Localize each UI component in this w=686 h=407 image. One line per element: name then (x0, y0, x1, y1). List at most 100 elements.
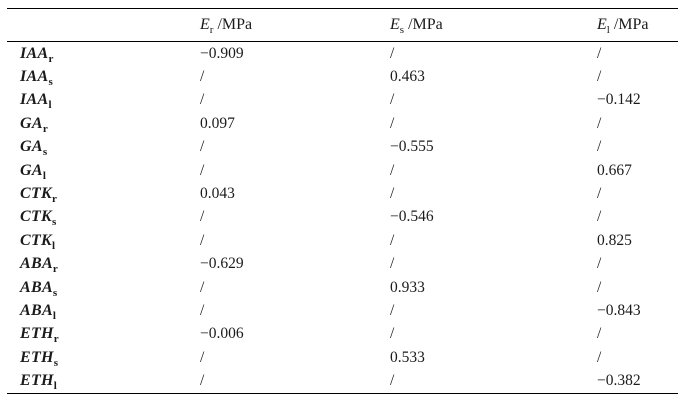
hormone-name: ABA (20, 255, 53, 273)
row-label: CTKr (7, 182, 200, 205)
header-row: Er /MPa Es /MPa El /MPa (7, 9, 678, 42)
modulus-symbol: E (200, 15, 210, 33)
value-cell: / (200, 208, 205, 226)
column-header: Es /MPa (390, 9, 597, 42)
table-row: GAr 0.097 / / (7, 112, 678, 135)
value-cell: / (597, 348, 602, 366)
table-row: ETHs / 0.533 / (7, 346, 678, 369)
hormone-subscript: s (48, 76, 54, 89)
hormone-name: CTK (20, 184, 53, 202)
value-cell: / (200, 67, 205, 85)
value-cell: / (597, 278, 602, 296)
table-row: CTKl / / 0.825 (7, 229, 678, 252)
value-cell: / (390, 255, 395, 273)
table-row: ABAs / 0.933 / (7, 276, 678, 299)
modulus-subscript: l (606, 23, 610, 36)
hormone-name: GA (20, 138, 43, 156)
table-header: Er /MPa Es /MPa El /MPa (7, 9, 678, 42)
hormone-subscript: s (53, 356, 59, 369)
modulus-subscript: s (399, 23, 405, 36)
value-cell: / (597, 325, 602, 343)
hormone-subscript: s (42, 146, 48, 159)
value-cell: 0.097 (200, 114, 235, 132)
row-label: GAr (7, 112, 200, 135)
table-row: ABAl / / −0.843 (7, 299, 678, 322)
value-cell: / (390, 91, 395, 109)
value-cell: / (200, 231, 205, 249)
hormone-name: CTK (20, 208, 53, 226)
row-label: ETHl (7, 369, 200, 393)
hormone-subscript: r (53, 333, 59, 346)
hormone-subscript: r (48, 52, 54, 65)
hormone-name: ABA (20, 278, 53, 296)
unit-label: /MPa (213, 15, 253, 33)
modulus-symbol: E (390, 15, 400, 33)
table-body: IAAr −0.909 / / IAAs / 0.463 / IAAl / / … (7, 41, 678, 393)
value-cell: −0.909 (200, 44, 244, 62)
unit-label: /MPa (609, 15, 649, 33)
value-cell: −0.546 (390, 208, 434, 226)
value-cell: / (390, 44, 395, 62)
value-cell: 0.933 (390, 278, 425, 296)
hormone-subscript: l (48, 99, 52, 112)
correlation-table: Er /MPa Es /MPa El /MPa IAAr −0.909 / / … (7, 8, 678, 394)
value-cell: / (200, 348, 205, 366)
modulus-subscript: r (209, 23, 214, 36)
value-cell: / (200, 278, 205, 296)
table-row: IAAr −0.909 / / (7, 41, 678, 65)
row-label: ABAr (7, 252, 200, 275)
value-cell: / (597, 208, 602, 226)
value-cell: / (597, 44, 602, 62)
header-corner-cell (7, 9, 200, 42)
hormone-name: IAA (20, 67, 49, 85)
value-cell: 0.043 (200, 184, 235, 202)
row-label: IAAl (7, 88, 200, 111)
value-cell: −0.843 (597, 301, 641, 319)
value-cell: / (200, 161, 205, 179)
value-cell: / (200, 91, 205, 109)
hormone-name: CTK (20, 231, 53, 249)
value-cell: / (200, 372, 205, 390)
row-label: ABAs (7, 276, 200, 299)
row-label: IAAs (7, 65, 200, 88)
value-cell: −0.629 (200, 255, 244, 273)
table-row: IAAs / 0.463 / (7, 65, 678, 88)
hormone-subscript: l (52, 239, 56, 252)
value-cell: −0.142 (597, 91, 641, 109)
value-cell: / (390, 184, 395, 202)
row-label: CTKl (7, 229, 200, 252)
hormone-subscript: l (53, 380, 58, 393)
value-cell: / (597, 138, 602, 156)
value-cell: / (390, 161, 395, 179)
value-cell: −0.382 (597, 372, 641, 390)
value-cell: 0.463 (390, 67, 425, 85)
value-cell: 0.667 (597, 161, 632, 179)
row-label: IAAr (7, 41, 200, 65)
table-row: CTKs / −0.546 / (7, 205, 678, 228)
value-cell: / (390, 231, 395, 249)
value-cell: −0.555 (390, 138, 434, 156)
value-cell: / (390, 372, 395, 390)
hormone-subscript: r (52, 193, 58, 206)
hormone-name: ETH (20, 372, 54, 390)
table-row: ABAr −0.629 / / (7, 252, 678, 275)
table-row: ETHr −0.006 / / (7, 322, 678, 345)
row-label: GAs (7, 135, 200, 158)
row-label: ABAl (7, 299, 200, 322)
row-label: GAl (7, 159, 200, 182)
value-cell: 0.825 (597, 231, 632, 249)
value-cell: / (200, 301, 205, 319)
hormone-subscript: r (52, 263, 59, 276)
modulus-symbol: E (597, 15, 607, 33)
table-row: GAl / / 0.667 (7, 159, 678, 182)
table-row: GAs / −0.555 / (7, 135, 678, 158)
hormone-subscript: s (52, 216, 57, 229)
value-cell: / (200, 138, 205, 156)
hormone-name: GA (20, 161, 43, 179)
value-cell: / (597, 184, 602, 202)
hormone-subscript: s (52, 286, 58, 299)
column-header: Er /MPa (200, 9, 390, 42)
value-cell: / (597, 255, 602, 273)
table-row: CTKr 0.043 / / (7, 182, 678, 205)
hormone-name: IAA (20, 91, 49, 109)
